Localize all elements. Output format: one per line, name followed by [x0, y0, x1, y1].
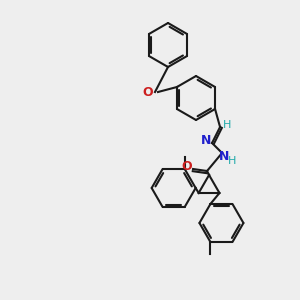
Text: N: N [219, 149, 229, 163]
Text: N: N [201, 134, 211, 148]
Text: H: H [228, 156, 236, 166]
Text: H: H [223, 120, 231, 130]
Text: O: O [182, 160, 192, 173]
Text: O: O [143, 85, 153, 98]
